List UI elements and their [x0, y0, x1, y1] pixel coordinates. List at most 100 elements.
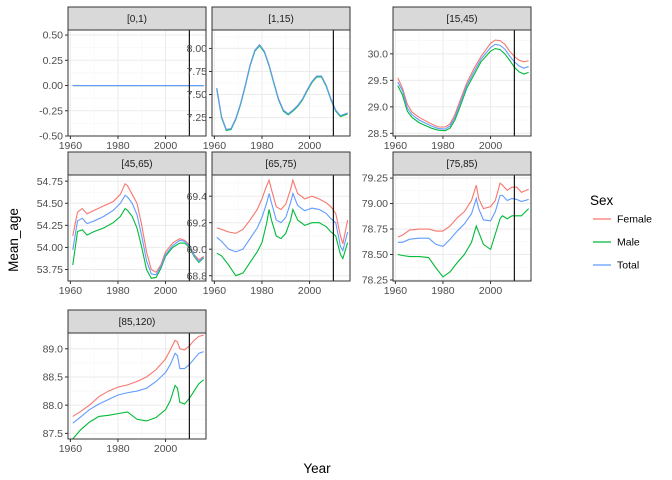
legend-title: Sex [590, 193, 614, 208]
y-tick-label: 7.75 [187, 66, 208, 78]
y-axis: 0.50 0.25 0.00 -0.25 -0.50 [39, 30, 68, 143]
panel-background [393, 175, 531, 281]
y-axis: 89.0 88.5 88.0 87.5 [43, 343, 68, 440]
y-tick-label: 69.4 [187, 191, 208, 203]
series-line-total [72, 194, 204, 276]
panel-45-65: [45,65) 54.75 54.50 54.25 54.00 53.75 1960 1980… [37, 151, 207, 297]
gridlines [68, 175, 206, 281]
x-axis: 1960 1980 2000 [59, 136, 178, 152]
panel-border [211, 174, 351, 282]
y-axis-title: Mean_age [6, 208, 21, 272]
y-tick-label: 28.5 [368, 128, 389, 140]
series-line-male [397, 47, 529, 132]
y-tick-label: 29.5 [368, 75, 389, 87]
series-line-total [72, 351, 204, 424]
y-tick-label: -0.25 [39, 105, 63, 117]
y-tick-label: 69.2 [187, 217, 208, 229]
legend: Sex Female Male Total [590, 193, 652, 272]
y-tick-label: 53.75 [37, 264, 63, 276]
y-tick-label: 78.50 [362, 249, 388, 261]
panel-border [67, 29, 207, 137]
x-axis: 1960 1980 2000 [203, 136, 322, 152]
y-axis: 79.25 79.00 78.75 78.50 78.25 [362, 173, 393, 287]
series-line-female [72, 182, 204, 273]
y-tick-label: 78.75 [362, 224, 388, 236]
y-tick-label: 54.25 [37, 220, 63, 232]
x-tick-label: 1980 [250, 140, 274, 152]
series-line-male [72, 207, 204, 279]
panel-65-75: [65,75) 69.4 69.2 69.0 68.8 1960 1980 2000 [187, 151, 351, 297]
x-tick-label: 2000 [298, 285, 322, 297]
y-tick-label: 88.0 [43, 400, 64, 412]
series-lines [72, 334, 204, 440]
x-tick-label: 1960 [384, 140, 408, 152]
series-lines [397, 182, 530, 278]
gridlines [212, 175, 350, 281]
x-tick-label: 1960 [59, 140, 83, 152]
x-axis: 1960 1980 2000 [59, 439, 178, 455]
series-line-total [397, 43, 529, 130]
y-axis: 30.0 29.5 29.0 28.5 [368, 48, 393, 140]
y-tick-label: 0.50 [43, 30, 64, 42]
series-lines [397, 39, 529, 132]
x-tick-label: 2000 [479, 140, 503, 152]
series-line-male [397, 208, 530, 278]
y-tick-label: 0.25 [43, 55, 64, 67]
legend-label: Total [617, 260, 639, 272]
y-tick-label: 69.0 [187, 244, 208, 256]
x-axis: 1960 1980 2000 [384, 281, 503, 297]
facet-strip-label: [15,45) [446, 14, 477, 25]
series-line-male [216, 207, 349, 277]
x-tick-label: 1980 [250, 285, 274, 297]
y-axis: 54.75 54.50 54.25 54.00 53.75 [37, 176, 68, 276]
x-axis: 1960 1980 2000 [59, 281, 178, 297]
y-tick-label: 8.00 [187, 43, 208, 55]
panel-border [211, 29, 351, 137]
x-tick-label: 1960 [59, 285, 83, 297]
x-tick-label: 1960 [203, 285, 227, 297]
series-line-female [216, 178, 349, 245]
x-tick-label: 2000 [154, 443, 178, 455]
panel-85-120: [85,120) 89.0 88.5 88.0 87.5 1960 1980 2000 [43, 309, 207, 455]
x-tick-label: 2000 [154, 285, 178, 297]
series-line-female [397, 182, 529, 238]
legend-item-total: Total [593, 260, 639, 272]
x-tick-label: 1960 [203, 140, 227, 152]
legend-item-female: Female [593, 214, 652, 226]
panel-background [212, 175, 350, 281]
series-lines [72, 182, 204, 279]
x-tick-label: 2000 [298, 140, 322, 152]
series-lines [216, 178, 349, 277]
y-tick-label: 79.00 [362, 198, 388, 210]
y-tick-label: 89.0 [43, 343, 64, 355]
facet-strip-label: [75,85) [446, 159, 477, 170]
x-tick-label: 2000 [154, 140, 178, 152]
x-tick-label: 2000 [479, 285, 503, 297]
legend-item-male: Male [593, 237, 640, 249]
panel-border [67, 332, 207, 440]
series-line-total [397, 194, 529, 247]
x-axis: 1960 1980 2000 [203, 281, 322, 297]
y-tick-label: 79.25 [362, 173, 388, 185]
y-tick-label: 68.8 [187, 270, 208, 282]
legend-items: Female Male Total [593, 214, 652, 272]
x-tick-label: 1980 [431, 140, 455, 152]
y-tick-label: 54.50 [37, 198, 63, 210]
y-tick-label: 87.5 [43, 428, 64, 440]
panel-1-15: [1,15) 8.00 7.75 7.50 7.25 1960 1980 2000 [187, 6, 351, 152]
series-line-total [216, 43, 348, 131]
facet-strip-label: [1,15) [268, 14, 294, 25]
legend-label: Male [617, 237, 640, 249]
y-axis: 8.00 7.75 7.50 7.25 [187, 43, 212, 124]
y-tick-label: 7.50 [187, 89, 208, 101]
gridlines [393, 175, 531, 281]
x-tick-label: 1980 [106, 285, 130, 297]
series-line-female [72, 334, 204, 417]
series-line-male [72, 379, 204, 440]
x-tick-label: 1980 [106, 443, 130, 455]
series-lines [216, 43, 348, 132]
